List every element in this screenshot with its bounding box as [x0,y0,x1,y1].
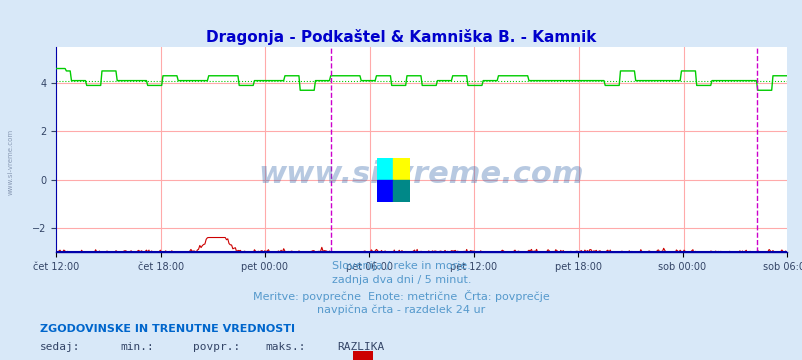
Text: Slovenija / reke in morje.: Slovenija / reke in morje. [332,261,470,271]
Text: www.si-vreme.com: www.si-vreme.com [8,129,14,195]
Text: navpična črta - razdelek 24 ur: navpična črta - razdelek 24 ur [317,304,485,315]
Text: min.:: min.: [120,342,154,352]
Text: RAZLIKA: RAZLIKA [337,342,384,352]
Bar [377,180,393,202]
Text: Meritve: povprečne  Enote: metrične  Črta: povprečje: Meritve: povprečne Enote: metrične Črta:… [253,290,549,302]
Text: povpr.:: povpr.: [192,342,240,352]
Bar [377,158,393,180]
Text: Dragonja - Podkaštel & Kamniška B. - Kamnik: Dragonja - Podkaštel & Kamniška B. - Kam… [206,29,596,45]
Text: zadnja dva dni / 5 minut.: zadnja dva dni / 5 minut. [331,275,471,285]
Text: www.si-vreme.com: www.si-vreme.com [258,159,584,189]
Bar [393,180,409,202]
Text: sedaj:: sedaj: [40,342,80,352]
Text: ZGODOVINSKE IN TRENUTNE VREDNOSTI: ZGODOVINSKE IN TRENUTNE VREDNOSTI [40,324,295,334]
Text: maks.:: maks.: [265,342,305,352]
Bar [393,158,409,180]
